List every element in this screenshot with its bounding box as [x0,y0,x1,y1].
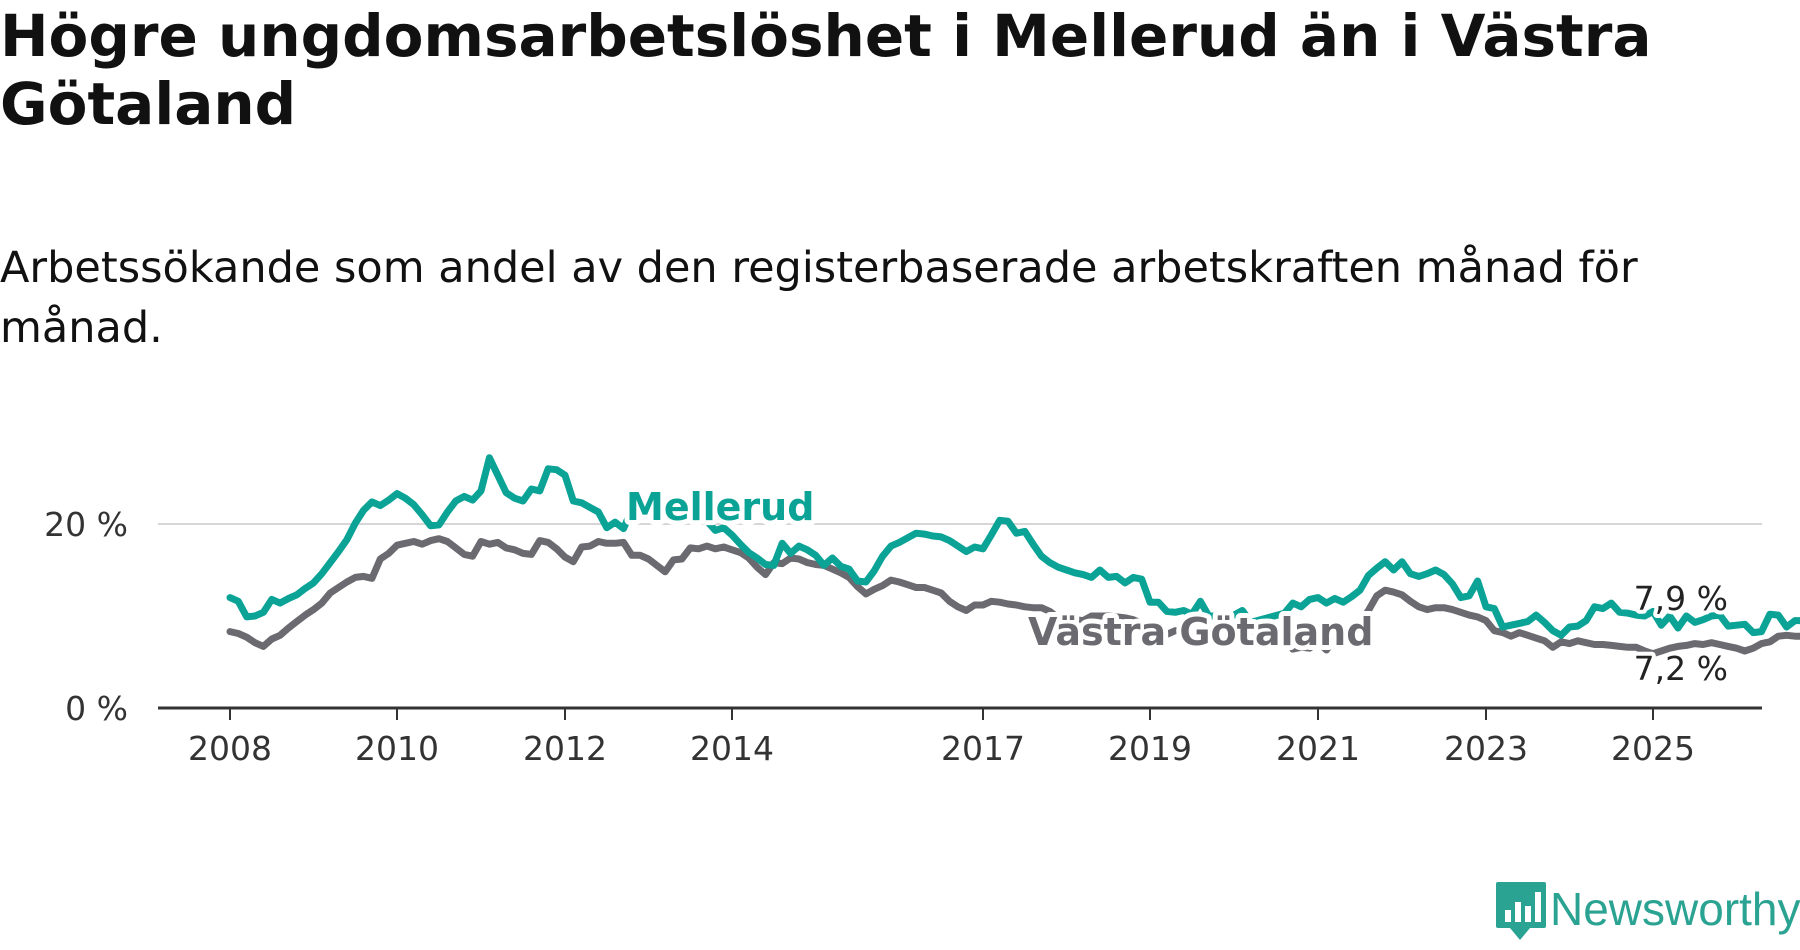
end-value-mellerud: 7,9 % [1634,579,1728,618]
newsworthy-logo-icon [1496,882,1546,940]
x-tick-label: 2021 [1276,729,1360,768]
series-line-mellerud [226,454,1800,639]
series-label-mellerud: Mellerud [626,485,814,529]
x-axis-ticks: 2008 2010 2012 2014 2017 2019 2021 2023 2025 [188,708,1695,768]
end-value-vastra-gotaland: 7,2 % [1634,649,1728,688]
x-tick-label: 2025 [1611,729,1695,768]
x-tick-label: 2012 [523,729,607,768]
x-tick-label: 2019 [1108,729,1192,768]
x-tick-label: 2008 [188,729,272,768]
y-tick-label: 0 % [65,689,128,728]
series-line-vastra-gotaland [226,535,1800,658]
series-lines [226,454,1800,658]
x-tick-label: 2017 [941,729,1025,768]
x-tick-label: 2023 [1444,729,1528,768]
y-axis-ticks: 0 % 20 % [44,505,128,728]
series-labels: Mellerud Västra Götaland 7,9 % 7,2 % [621,480,1732,692]
brand-name: Newsworthy [1550,883,1800,935]
x-tick-label: 2010 [355,729,439,768]
series-label-vastra-gotaland: Västra Götaland [1028,610,1373,654]
chart-subtitle: Arbetssökande som andel av den registerb… [0,243,1638,353]
newsworthy-logo: Newsworthy [1488,880,1800,950]
y-tick-label: 20 % [44,505,128,544]
x-tick-label: 2014 [690,729,774,768]
chart-title: Högre ungdomsarbetslöshet i Mellerud än … [0,2,1652,138]
